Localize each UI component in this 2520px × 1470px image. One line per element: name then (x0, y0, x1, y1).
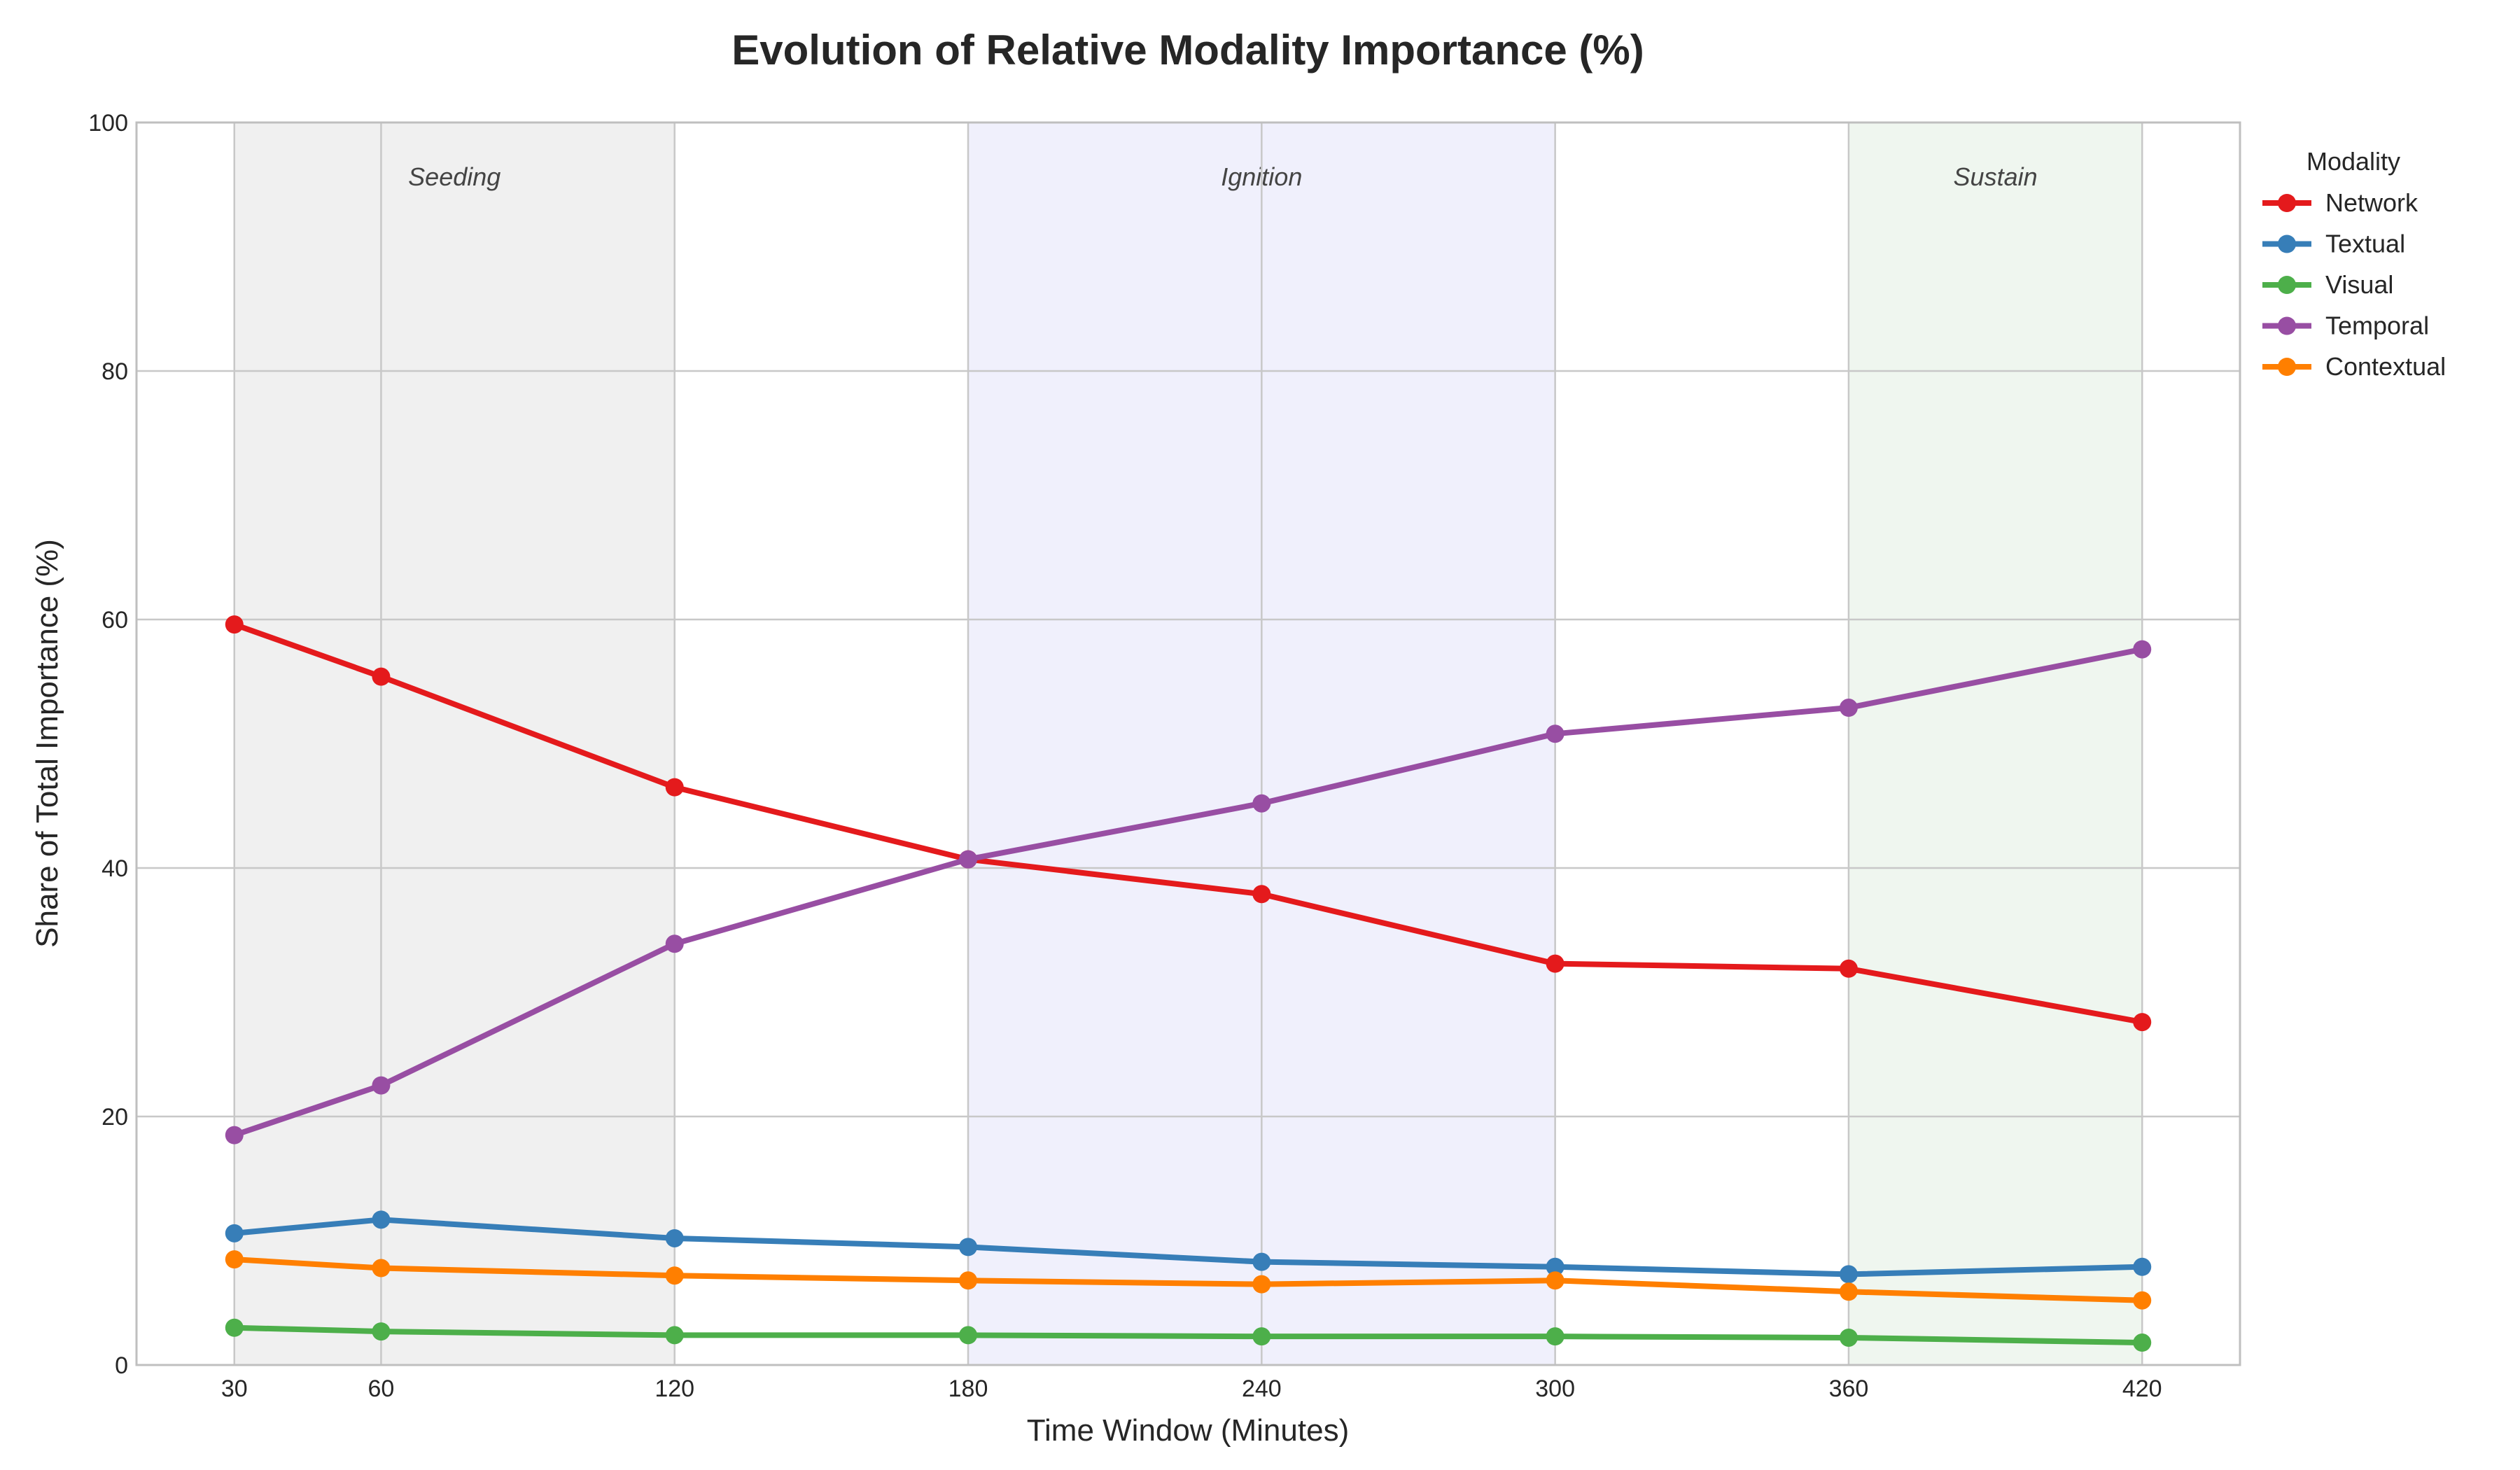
legend: Modality Network Textual Visual Temporal Con… (2262, 147, 2446, 381)
legend-marker-textual (2278, 234, 2296, 253)
legend-marker-contextual (2278, 358, 2296, 376)
data-point-network (372, 667, 391, 686)
x-tick-label: 420 (2122, 1376, 2162, 1402)
x-tick-label: 120 (654, 1376, 694, 1402)
legend-item-textual: Textual (2262, 230, 2405, 258)
legend-marker-visual (2278, 276, 2296, 294)
data-point-network (225, 615, 244, 634)
data-point-visual (225, 1318, 244, 1337)
legend-item-contextual: Contextual (2262, 352, 2446, 381)
y-axis-label: Share of Total Importance (%) (30, 539, 64, 948)
series-layer (225, 615, 2152, 1352)
legend-label-visual: Visual (2325, 270, 2393, 299)
y-tick-label: 0 (115, 1352, 128, 1379)
y-tick-label: 100 (88, 110, 128, 136)
data-point-visual (1546, 1327, 1564, 1346)
x-tick-label: 240 (1242, 1376, 1282, 1402)
data-point-textual (959, 1238, 978, 1256)
x-tick-label: 360 (1829, 1376, 1869, 1402)
data-point-temporal (665, 934, 684, 953)
legend-item-visual: Visual (2262, 270, 2393, 299)
legend-marker-network (2278, 194, 2296, 212)
region-label-seeding: Seeding (408, 162, 500, 191)
x-tick-label: 60 (368, 1376, 395, 1402)
legend-marker-temporal (2278, 316, 2296, 335)
data-point-network (665, 778, 684, 797)
data-point-textual (665, 1228, 684, 1247)
chart-title: Evolution of Relative Modality Importanc… (732, 27, 1644, 74)
y-tick-label: 80 (102, 358, 128, 385)
data-point-contextual (959, 1271, 978, 1290)
regions-layer: Seeding Ignition Sustain (234, 122, 2143, 1365)
data-point-visual (2133, 1334, 2152, 1352)
plot-frame (135, 121, 2241, 1366)
legend-label-network: Network (2325, 188, 2418, 217)
legend-label-contextual: Contextual (2325, 352, 2446, 381)
data-point-textual (372, 1210, 391, 1229)
data-point-temporal (225, 1126, 244, 1144)
y-tick-label: 20 (102, 1104, 128, 1130)
series-line-textual (231, 1217, 2146, 1278)
y-tick-label: 40 (102, 855, 128, 882)
data-point-contextual (372, 1259, 391, 1278)
legend-item-temporal: Temporal (2262, 312, 2429, 340)
y-tick-label: 60 (102, 607, 128, 634)
data-point-visual (665, 1326, 684, 1345)
x-tick-label: 30 (221, 1376, 248, 1402)
data-point-temporal (372, 1076, 391, 1095)
series-textual (225, 1210, 2152, 1284)
series-contextual (225, 1250, 2152, 1310)
legend-item-network: Network (2262, 188, 2418, 217)
data-point-visual (959, 1326, 978, 1345)
series-line-network (231, 622, 2146, 1026)
series-line-visual (231, 1324, 2146, 1346)
data-point-temporal (1546, 724, 1564, 743)
data-point-network (1252, 885, 1271, 904)
data-point-contextual (665, 1266, 684, 1285)
data-point-contextual (2133, 1291, 2152, 1310)
data-point-contextual (1252, 1275, 1271, 1294)
data-point-temporal (959, 850, 978, 869)
data-point-visual (1839, 1328, 1858, 1347)
series-temporal (225, 640, 2152, 1144)
data-point-textual (1546, 1257, 1564, 1276)
series-line-contextual (231, 1256, 2146, 1303)
series-line-temporal (231, 646, 2146, 1138)
data-point-textual (1252, 1252, 1271, 1271)
data-point-contextual (225, 1250, 244, 1269)
region-seeding (234, 122, 675, 1365)
legend-title: Modality (2306, 147, 2400, 176)
data-point-temporal (1252, 794, 1271, 813)
ticks-layer: 30 60 120 180 240 300 360 420 0 20 40 60 80 100 (88, 110, 2162, 1402)
data-point-contextual (1839, 1282, 1858, 1301)
legend-label-textual: Textual (2325, 230, 2405, 258)
data-point-contextual (1546, 1271, 1564, 1290)
region-label-sustain: Sustain (1954, 162, 2038, 191)
data-point-network (1839, 959, 1858, 978)
x-tick-label: 300 (1535, 1376, 1575, 1402)
x-axis-label: Time Window (Minutes) (1027, 1413, 1349, 1448)
series-visual (225, 1318, 2152, 1352)
data-point-textual (2133, 1257, 2152, 1276)
legend-label-temporal: Temporal (2325, 312, 2429, 340)
x-tick-label: 180 (948, 1376, 988, 1402)
data-point-network (2133, 1013, 2152, 1032)
data-point-network (1546, 954, 1564, 973)
data-point-temporal (2133, 640, 2152, 659)
data-point-textual (225, 1224, 244, 1242)
region-sustain (1848, 122, 2143, 1365)
data-point-temporal (1839, 699, 1858, 718)
data-point-textual (1839, 1265, 1858, 1284)
data-point-visual (1252, 1327, 1271, 1346)
data-point-visual (372, 1322, 391, 1341)
